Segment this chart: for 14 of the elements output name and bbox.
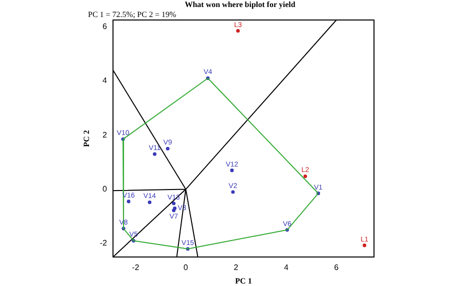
y-axis-title: PC 2 [82,130,91,147]
chart-subtitle: PC 1 = 72.5%; PC 2 = 19% [88,10,176,20]
y-tick-label: 2 [102,130,108,140]
x-tick-label: 4 [284,263,289,272]
x-axis-title: PC 1 [235,276,252,286]
chart-title: What won where biplot for yield [184,0,296,10]
y-tick-label: -2 [100,238,108,248]
y-tick-label: 0 [102,184,108,194]
x-tick-label: -2 [132,263,140,272]
y-tick-label: 6 [102,22,108,31]
y-tick-label: 4 [102,76,108,86]
x-tick-label: 2 [234,263,239,272]
x-tick-label: 6 [334,263,340,272]
x-tick-label: 0 [184,263,189,272]
